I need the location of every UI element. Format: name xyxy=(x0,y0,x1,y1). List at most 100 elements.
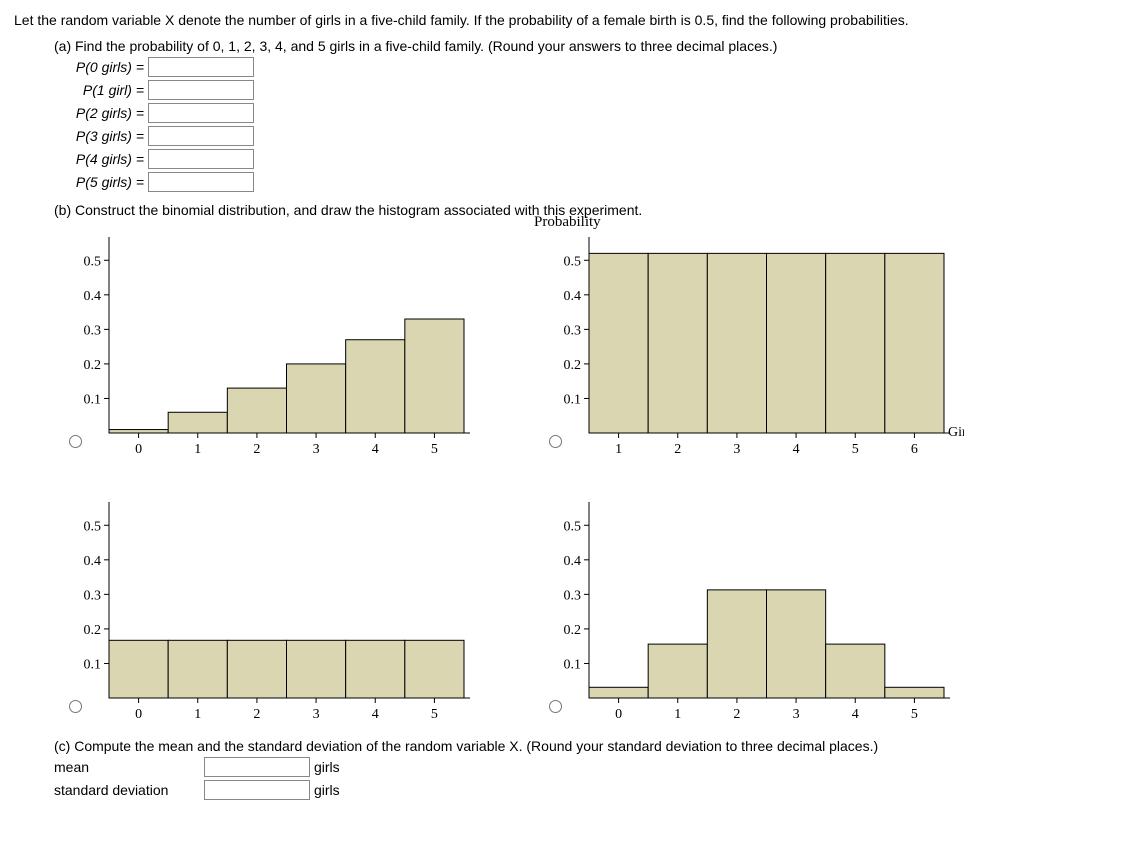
bar-1-3 xyxy=(767,253,826,433)
intro-text: Let the random variable X denote the num… xyxy=(14,12,1113,28)
ytick-label: 0.3 xyxy=(84,323,102,338)
xtick-label: 0 xyxy=(135,442,142,457)
bar-0-3 xyxy=(287,364,346,433)
stat-input-0[interactable] xyxy=(204,757,310,777)
ytick-label: 0.3 xyxy=(564,588,582,603)
ytick-label: 0.4 xyxy=(84,289,102,304)
xtick-label: 4 xyxy=(372,707,379,722)
bar-2-3 xyxy=(287,640,346,698)
ytick-label: 0.5 xyxy=(564,519,582,534)
xtick-label: 3 xyxy=(733,442,740,457)
histogram-3: 0.1 0.2 0.3 0.4 0.5 0 1 2 3 4 5 xyxy=(534,493,964,728)
prob-input-2[interactable] xyxy=(148,103,254,123)
xtick-label: 2 xyxy=(253,707,260,722)
histogram-radio-0[interactable] xyxy=(69,435,82,448)
ytick-label: 0.1 xyxy=(84,392,102,407)
bar-2-4 xyxy=(346,640,405,698)
bar-1-5 xyxy=(885,253,944,433)
prob-label-0: P(0 girls) = xyxy=(54,59,144,75)
ytick-label: 0.2 xyxy=(84,623,102,638)
bar-0-5 xyxy=(405,319,464,433)
stat-unit-0: girls xyxy=(314,759,340,775)
ytick-label: 0.2 xyxy=(564,623,582,638)
xtick-label: 1 xyxy=(615,442,622,457)
bar-0-1 xyxy=(168,412,227,433)
histogram-radio-2[interactable] xyxy=(69,700,82,713)
xtick-label: 0 xyxy=(135,707,142,722)
ytick-label: 0.4 xyxy=(564,554,582,569)
xtick-label: 5 xyxy=(852,442,859,457)
bar-2-5 xyxy=(405,640,464,698)
ytick-label: 0.2 xyxy=(84,358,102,373)
ytick-label: 0.2 xyxy=(564,358,582,373)
xtick-label: 3 xyxy=(793,707,800,722)
stat-unit-1: girls xyxy=(314,782,340,798)
bar-1-0 xyxy=(589,253,648,433)
ytick-label: 0.5 xyxy=(84,254,102,269)
bar-3-2 xyxy=(707,590,766,698)
stat-label-0: mean xyxy=(54,759,204,775)
histogram-radio-3[interactable] xyxy=(549,700,562,713)
xtick-label: 1 xyxy=(194,442,201,457)
prob-label-2: P(2 girls) = xyxy=(54,105,144,121)
ytick-label: 0.5 xyxy=(564,254,582,269)
xtick-label: 5 xyxy=(911,707,918,722)
part-a: (a) Find the probability of 0, 1, 2, 3, … xyxy=(54,38,1113,192)
xtick-label: 3 xyxy=(313,442,320,457)
bar-1-4 xyxy=(826,253,885,433)
histogram-0: 0.1 0.2 0.3 0.4 0.5 0 1 2 3 4 5 xyxy=(54,228,484,463)
prob-label-3: P(3 girls) = xyxy=(54,128,144,144)
bar-2-0 xyxy=(109,640,168,698)
bar-3-4 xyxy=(826,644,885,698)
prob-input-4[interactable] xyxy=(148,149,254,169)
bar-0-0 xyxy=(109,430,168,433)
xtick-label: 2 xyxy=(733,707,740,722)
xtick-label: 4 xyxy=(852,707,859,722)
bar-3-0 xyxy=(589,687,648,698)
bar-3-1 xyxy=(648,644,707,698)
prob-label-5: P(5 girls) = xyxy=(54,174,144,190)
histogram-radio-1[interactable] xyxy=(549,435,562,448)
xtick-label: 5 xyxy=(431,442,438,457)
ytick-label: 0.1 xyxy=(84,657,102,672)
ytick-label: 0.3 xyxy=(564,323,582,338)
ytick-label: 0.5 xyxy=(84,519,102,534)
bar-3-5 xyxy=(885,687,944,698)
ytick-label: 0.1 xyxy=(564,392,582,407)
histogram-1: 0.1 0.2 0.3 0.4 0.5 1 2 3 4 5 6 Girls xyxy=(534,228,964,463)
prob-label-4: P(4 girls) = xyxy=(54,151,144,167)
prob-input-1[interactable] xyxy=(148,80,254,100)
stat-label-1: standard deviation xyxy=(54,782,204,798)
histogram-2: 0.1 0.2 0.3 0.4 0.5 0 1 2 3 4 5 xyxy=(54,493,484,728)
prob-input-5[interactable] xyxy=(148,172,254,192)
xtick-label: 2 xyxy=(674,442,681,457)
bar-2-1 xyxy=(168,640,227,698)
xtick-label: 0 xyxy=(615,707,622,722)
xtick-label: 4 xyxy=(372,442,379,457)
bar-3-3 xyxy=(767,590,826,698)
part-a-prompt: (a) Find the probability of 0, 1, 2, 3, … xyxy=(54,38,1113,54)
prob-input-0[interactable] xyxy=(148,57,254,77)
prob-input-3[interactable] xyxy=(148,126,254,146)
ytick-label: 0.1 xyxy=(564,657,582,672)
bar-1-2 xyxy=(707,253,766,433)
bar-2-2 xyxy=(227,640,286,698)
bar-0-2 xyxy=(227,388,286,433)
ytick-label: 0.3 xyxy=(84,588,102,603)
xtick-label: 3 xyxy=(313,707,320,722)
xtick-label: 5 xyxy=(431,707,438,722)
xtick-label: 1 xyxy=(194,707,201,722)
xtick-label: 2 xyxy=(253,442,260,457)
stat-input-1[interactable] xyxy=(204,780,310,800)
part-c-prompt: (c) Compute the mean and the standard de… xyxy=(54,738,1113,754)
bar-0-4 xyxy=(346,340,405,433)
xtick-label: 4 xyxy=(793,442,800,457)
ytick-label: 0.4 xyxy=(564,289,582,304)
xtick-label: 1 xyxy=(674,707,681,722)
prob-label-1: P(1 girl) = xyxy=(54,82,144,98)
xtick-label: 6 xyxy=(911,442,918,457)
ytick-label: 0.4 xyxy=(84,554,102,569)
axis-label-girls: Girls xyxy=(948,425,964,440)
part-c: (c) Compute the mean and the standard de… xyxy=(54,738,1113,800)
bar-1-1 xyxy=(648,253,707,433)
